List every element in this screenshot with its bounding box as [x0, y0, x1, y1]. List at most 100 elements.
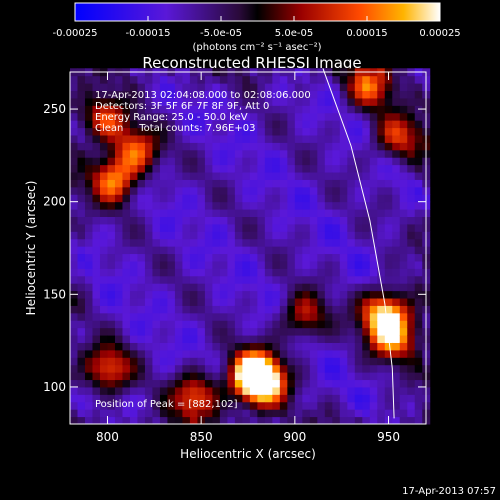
- heatmap-cell: [354, 201, 363, 210]
- heatmap-cell: [189, 386, 198, 395]
- heatmap-cell: [144, 75, 153, 84]
- heatmap-cell: [347, 246, 356, 255]
- heatmap-cell: [339, 223, 348, 232]
- heatmap-cell: [384, 246, 393, 255]
- heatmap-cell: [144, 194, 153, 203]
- heatmap-cell: [122, 386, 131, 395]
- heatmap-cell: [414, 275, 423, 284]
- heatmap-cell: [287, 142, 296, 151]
- heatmap-cell: [369, 312, 378, 321]
- heatmap-cell: [317, 186, 326, 195]
- heatmap-cell: [347, 75, 356, 84]
- heatmap-cell: [339, 379, 348, 388]
- heatmap-cell: [279, 83, 288, 92]
- heatmap-cell: [407, 164, 416, 173]
- heatmap-cell: [137, 401, 146, 410]
- heatmap-cell: [317, 409, 326, 418]
- heatmap-cell: [84, 409, 93, 418]
- heatmap-cell: [174, 372, 183, 381]
- heatmap-cell: [324, 134, 333, 143]
- heatmap-cell: [70, 246, 78, 255]
- heatmap-cell: [257, 105, 266, 114]
- heatmap-cell: [302, 357, 311, 366]
- heatmap-cell: [294, 164, 303, 173]
- heatmap-cell: [294, 386, 303, 395]
- heatmap-cell: [227, 394, 236, 403]
- heatmap-cell: [309, 209, 318, 217]
- heatmap-cell: [234, 142, 243, 151]
- heatmap-cell: [70, 142, 78, 151]
- heatmap-cell: [122, 134, 131, 143]
- heatmap-cell: [279, 327, 288, 336]
- heatmap-cell: [347, 238, 356, 247]
- heatmap-cell: [294, 112, 303, 121]
- heatmap-cell: [137, 298, 146, 306]
- heatmap-cell: [227, 120, 236, 129]
- heatmap-cell: [114, 349, 123, 358]
- heatmap-cell: [204, 90, 213, 99]
- heatmap-cell: [182, 201, 191, 210]
- heatmap-cell: [384, 275, 393, 284]
- heatmap-cell: [242, 134, 251, 143]
- heatmap-cell: [234, 238, 243, 247]
- heatmap-cell: [272, 416, 281, 425]
- heatmap-cell: [257, 349, 266, 358]
- heatmap-cell: [77, 105, 86, 114]
- heatmap-cell: [339, 409, 348, 418]
- heatmap-cell: [332, 120, 341, 129]
- x-axis-label: Heliocentric X (arcsec): [180, 447, 316, 461]
- heatmap-cell: [407, 149, 416, 158]
- heatmap-cell: [167, 342, 176, 351]
- heatmap-cell: [212, 223, 221, 232]
- heatmap-cell: [84, 246, 93, 255]
- heatmap-cell: [302, 231, 311, 240]
- heatmap-cell: [264, 209, 273, 217]
- heatmap-cell: [189, 320, 198, 329]
- heatmap-cell: [324, 164, 333, 173]
- heatmap-cell: [144, 372, 153, 381]
- heatmap-cell: [137, 364, 146, 373]
- heatmap-cell: [354, 238, 363, 247]
- heatmap-cell: [167, 335, 176, 343]
- heatmap-cell: [392, 357, 401, 366]
- heatmap-cell: [287, 194, 296, 203]
- heatmap-cell: [264, 386, 273, 395]
- heatmap-cell: [212, 260, 221, 269]
- heatmap-cell: [114, 90, 123, 99]
- heatmap-cell: [167, 75, 176, 84]
- heatmap-cell: [317, 134, 326, 143]
- heatmap-cell: [279, 223, 288, 232]
- heatmap-cell: [249, 320, 258, 329]
- heatmap-cell: [339, 164, 348, 173]
- heatmap-cell: [339, 194, 348, 203]
- heatmap-cell: [92, 142, 101, 151]
- heatmap-cell: [407, 97, 416, 106]
- heatmap-cell: [219, 112, 228, 121]
- heatmap-cell: [339, 120, 348, 129]
- heatmap-cell: [324, 335, 333, 343]
- heatmap-cell: [77, 312, 86, 321]
- heatmap-cell: [384, 186, 393, 195]
- heatmap-cell: [287, 105, 296, 114]
- heatmap-cell: [107, 105, 116, 114]
- heatmap-cell: [257, 238, 266, 247]
- heatmap-cell: [309, 105, 318, 114]
- heatmap-cell: [137, 386, 146, 395]
- heatmap-cell: [392, 320, 401, 329]
- heatmap-cell: [332, 179, 341, 188]
- heatmap-cell: [272, 75, 281, 84]
- heatmap-cell: [212, 231, 221, 240]
- heatmap-cell: [272, 201, 281, 210]
- y-tick-label: 250: [43, 102, 66, 116]
- heatmap-cell: [354, 75, 363, 84]
- heatmap-cell: [197, 179, 206, 188]
- heatmap-cell: [174, 386, 183, 395]
- heatmap-cell: [377, 172, 386, 180]
- heatmap-cell: [279, 75, 288, 84]
- heatmap-cell: [332, 335, 341, 343]
- heatmap-cell: [354, 401, 363, 410]
- heatmap-cell: [122, 253, 131, 262]
- heatmap-cell: [137, 223, 146, 232]
- heatmap-cell: [377, 260, 386, 269]
- heatmap-cell: [197, 268, 206, 277]
